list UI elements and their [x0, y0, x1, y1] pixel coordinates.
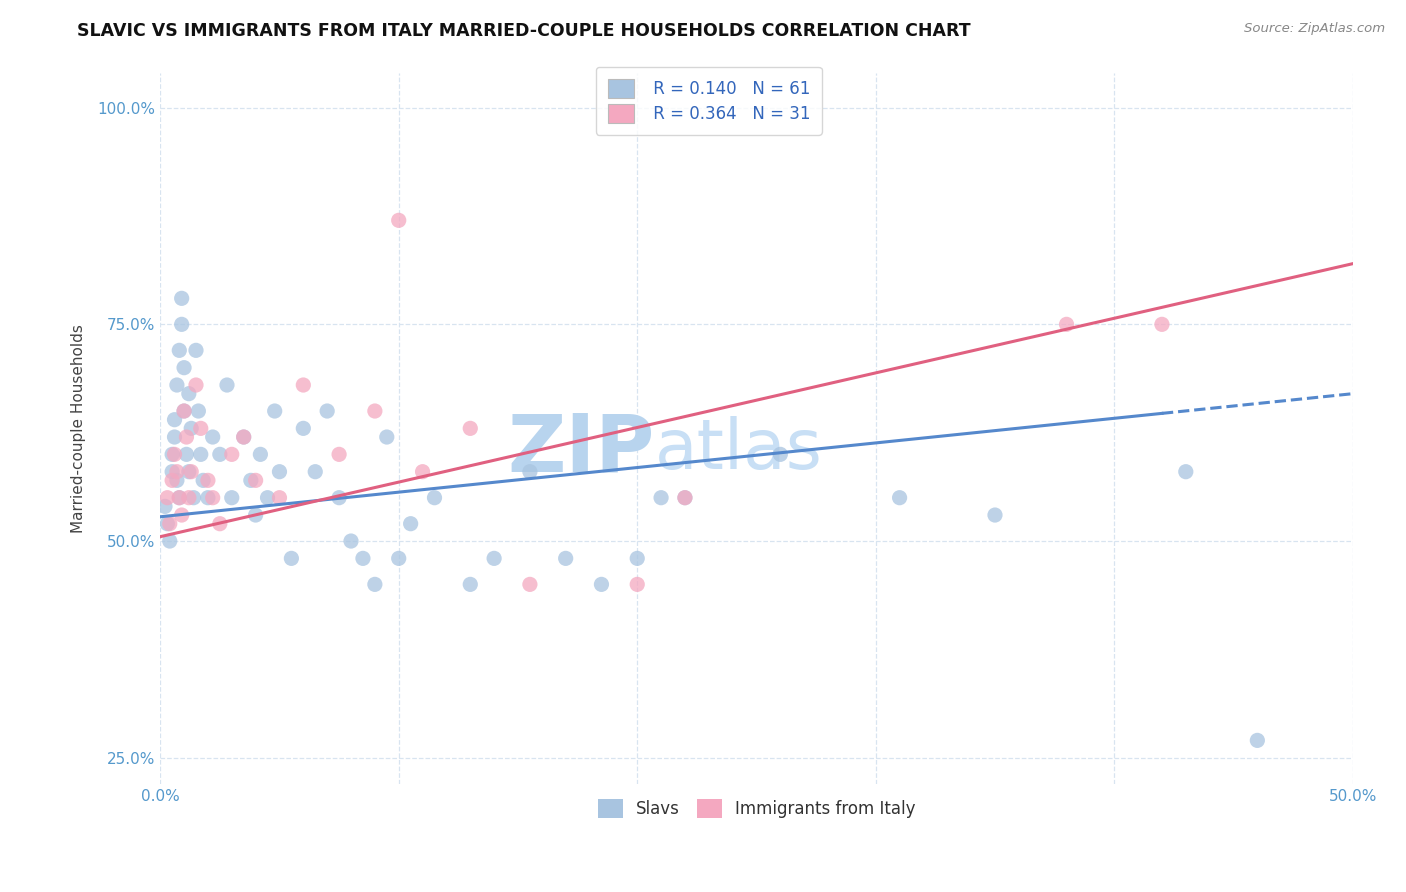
- Point: [208, 516, 231, 531]
- Point: [1150, 318, 1173, 332]
- Point: [215, 378, 238, 392]
- Point: [184, 343, 207, 358]
- Point: [166, 474, 188, 488]
- Point: [292, 421, 315, 435]
- Point: [340, 534, 363, 549]
- Point: [328, 447, 350, 461]
- Point: [173, 404, 195, 418]
- Point: [208, 447, 231, 461]
- Point: [626, 551, 648, 566]
- Point: [458, 577, 481, 591]
- Point: [232, 430, 254, 444]
- Point: [239, 474, 262, 488]
- Point: [183, 491, 205, 505]
- Point: [156, 516, 179, 531]
- Point: [166, 378, 188, 392]
- Point: [197, 491, 219, 505]
- Point: [328, 491, 350, 505]
- Point: [160, 474, 183, 488]
- Point: [153, 500, 176, 514]
- Point: [245, 474, 267, 488]
- Point: [180, 465, 202, 479]
- Point: [169, 343, 191, 358]
- Point: [554, 551, 576, 566]
- Point: [176, 430, 198, 444]
- Point: [177, 465, 200, 479]
- Point: [221, 447, 243, 461]
- Point: [166, 465, 188, 479]
- Point: [177, 386, 200, 401]
- Point: [984, 508, 1007, 522]
- Point: [1246, 733, 1268, 747]
- Point: [388, 551, 411, 566]
- Point: [269, 465, 291, 479]
- Point: [159, 534, 181, 549]
- Point: [163, 447, 186, 461]
- Point: [256, 491, 278, 505]
- Point: [269, 491, 291, 505]
- Point: [263, 404, 285, 418]
- Point: [769, 447, 792, 461]
- Point: [375, 430, 398, 444]
- Point: [184, 378, 207, 392]
- Point: [280, 551, 302, 566]
- Point: [304, 465, 326, 479]
- Point: [191, 474, 214, 488]
- Point: [180, 421, 202, 435]
- Point: [292, 378, 315, 392]
- Point: [482, 551, 505, 566]
- Point: [197, 474, 219, 488]
- Point: [519, 465, 541, 479]
- Point: [458, 421, 481, 435]
- Text: ZIP: ZIP: [508, 410, 655, 489]
- Point: [626, 577, 648, 591]
- Point: [249, 447, 271, 461]
- Point: [160, 465, 183, 479]
- Y-axis label: Married-couple Households: Married-couple Households: [72, 324, 86, 533]
- Point: [159, 516, 181, 531]
- Point: [170, 318, 193, 332]
- Point: [673, 491, 696, 505]
- Point: [187, 404, 209, 418]
- Point: [1174, 465, 1197, 479]
- Point: [201, 430, 224, 444]
- Point: [170, 291, 193, 305]
- Point: [163, 413, 186, 427]
- Point: [519, 577, 541, 591]
- Point: [352, 551, 374, 566]
- Point: [169, 491, 191, 505]
- Point: [673, 491, 696, 505]
- Point: [170, 508, 193, 522]
- Point: [591, 577, 613, 591]
- Point: [201, 491, 224, 505]
- Point: [316, 404, 339, 418]
- Point: [423, 491, 446, 505]
- Point: [889, 491, 911, 505]
- Point: [412, 465, 434, 479]
- Point: [221, 491, 243, 505]
- Point: [388, 213, 411, 227]
- Point: [364, 577, 387, 591]
- Text: Source: ZipAtlas.com: Source: ZipAtlas.com: [1244, 22, 1385, 36]
- Point: [1056, 318, 1078, 332]
- Point: [399, 516, 422, 531]
- Text: SLAVIC VS IMMIGRANTS FROM ITALY MARRIED-COUPLE HOUSEHOLDS CORRELATION CHART: SLAVIC VS IMMIGRANTS FROM ITALY MARRIED-…: [77, 22, 972, 40]
- Point: [173, 404, 195, 418]
- Point: [173, 360, 195, 375]
- Point: [190, 447, 212, 461]
- Text: atlas: atlas: [655, 417, 823, 483]
- Point: [169, 491, 191, 505]
- Point: [176, 447, 198, 461]
- Point: [163, 430, 186, 444]
- Point: [650, 491, 672, 505]
- Point: [232, 430, 254, 444]
- Point: [364, 404, 387, 418]
- Point: [190, 421, 212, 435]
- Legend: Slavs, Immigrants from Italy: Slavs, Immigrants from Italy: [591, 793, 922, 825]
- Point: [177, 491, 200, 505]
- Point: [245, 508, 267, 522]
- Point: [160, 447, 183, 461]
- Point: [156, 491, 179, 505]
